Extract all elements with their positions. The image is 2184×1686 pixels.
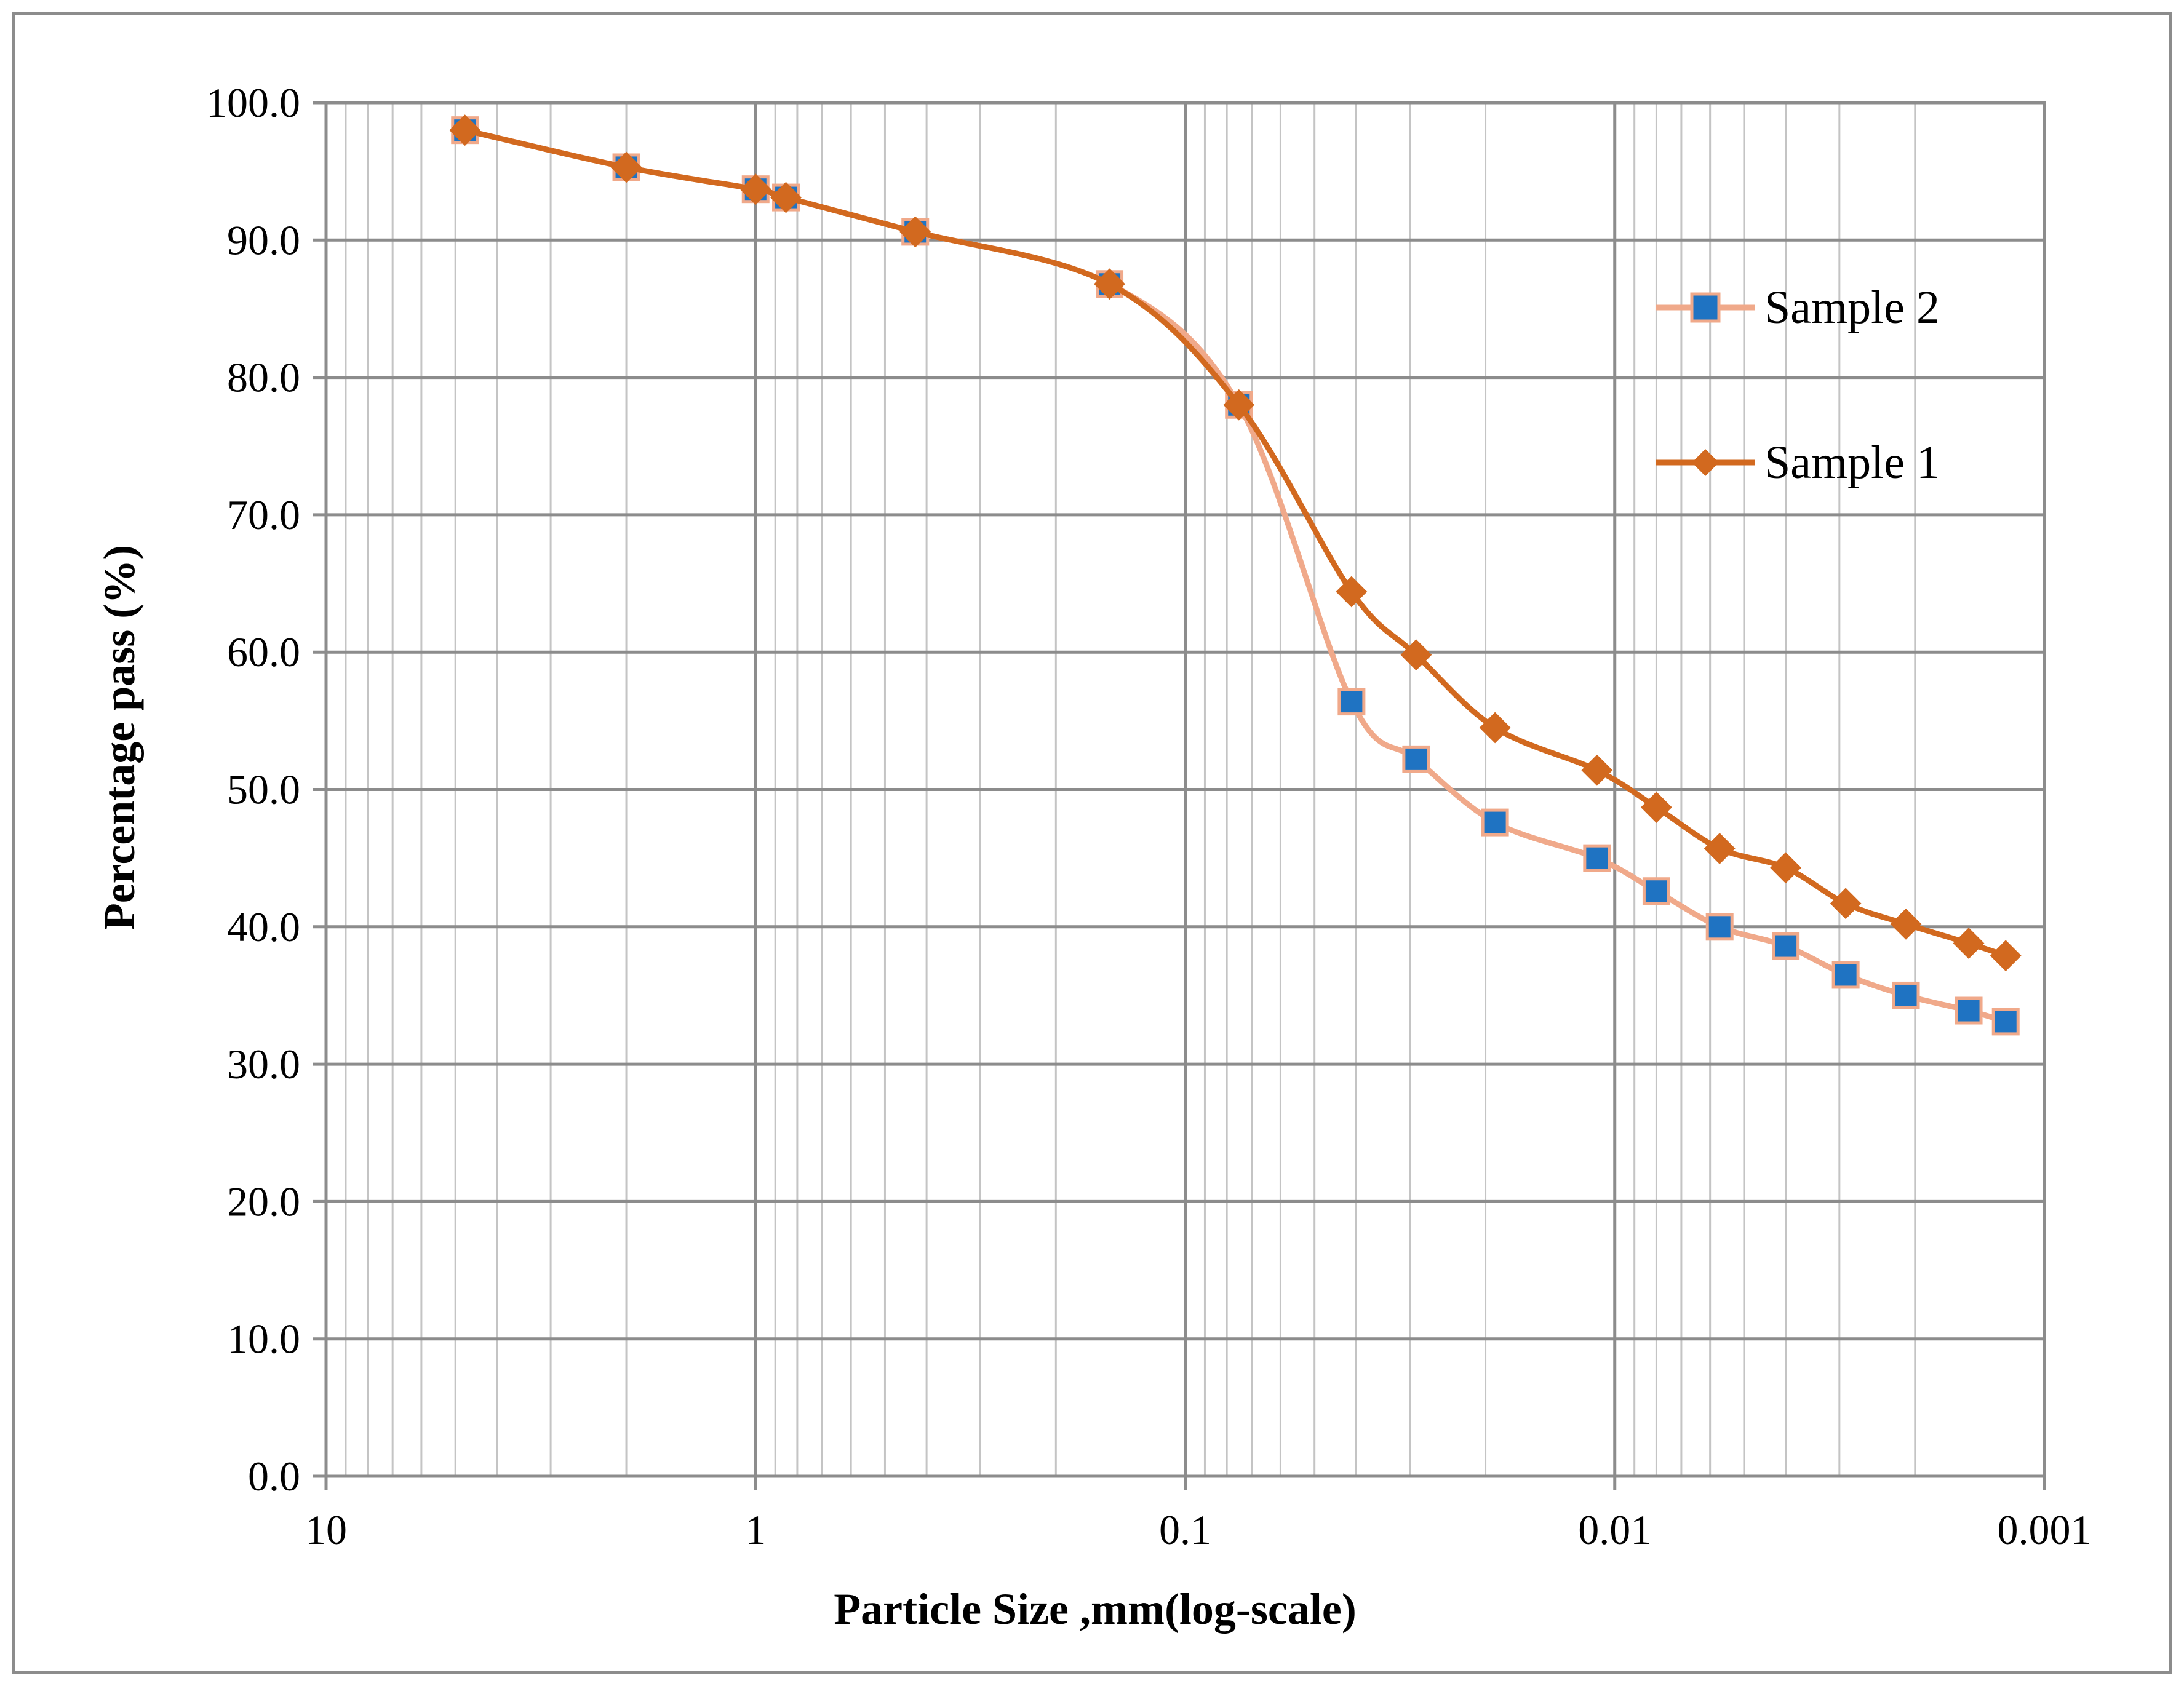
data-point bbox=[1770, 852, 1802, 884]
legend-label-sample-1: Sample 1 bbox=[1764, 437, 1940, 488]
legend: Sample 2 Sample 1 bbox=[1656, 282, 1940, 488]
chart-frame bbox=[12, 12, 2172, 1674]
y-tick-label: 100.0 bbox=[206, 79, 300, 126]
data-point bbox=[1583, 844, 1611, 872]
y-tick-label: 20.0 bbox=[227, 1178, 300, 1225]
data-point bbox=[1955, 996, 1983, 1025]
data-point bbox=[449, 114, 481, 146]
series-sample-2 bbox=[451, 116, 2020, 1036]
data-point bbox=[1641, 792, 1672, 823]
plot-area-border bbox=[324, 101, 2046, 1478]
legend-item-sample-1: Sample 1 bbox=[1656, 437, 1940, 488]
data-point bbox=[1400, 639, 1432, 671]
data-point bbox=[1991, 1008, 2020, 1036]
y-tick-label: 90.0 bbox=[227, 217, 300, 263]
data-point bbox=[1890, 908, 1922, 940]
y-axis-title: Percentage pass (%) bbox=[95, 545, 144, 931]
y-tick-label: 70.0 bbox=[227, 491, 300, 538]
x-axis-title: Particle Size ,mm(log-scale) bbox=[834, 1585, 1357, 1634]
y-tick-label: 30.0 bbox=[227, 1041, 300, 1088]
data-point bbox=[1336, 576, 1368, 608]
x-tick-label: 0.01 bbox=[1578, 1506, 1651, 1553]
data-point bbox=[1402, 745, 1430, 773]
data-point bbox=[1953, 928, 1985, 960]
data-point bbox=[739, 173, 771, 205]
data-point bbox=[1772, 932, 1800, 960]
y-tick-label: 10.0 bbox=[227, 1316, 300, 1362]
x-tick-label: 1 bbox=[745, 1506, 766, 1553]
data-point bbox=[1990, 940, 2022, 972]
data-point bbox=[1831, 961, 1860, 989]
y-tick-label: 50.0 bbox=[227, 766, 300, 813]
x-tick-label: 10 bbox=[305, 1506, 347, 1553]
y-tick-labels: 0.0 10.0 20.0 30.0 40.0 50.0 60.0 70.0 80.0 90.0 1… bbox=[206, 79, 300, 1500]
data-point bbox=[1581, 754, 1613, 786]
series-line bbox=[462, 127, 2009, 1025]
data-point bbox=[1337, 688, 1366, 716]
y-tick-label: 0.0 bbox=[248, 1453, 300, 1500]
data-point bbox=[1481, 808, 1509, 837]
x-tick-labels: 10 1 0.1 0.01 0.001 bbox=[305, 1506, 2092, 1553]
legend-label-sample-2: Sample 2 bbox=[1764, 282, 1940, 333]
data-point bbox=[1830, 888, 1862, 920]
y-tick-label: 60.0 bbox=[227, 629, 300, 675]
data-point bbox=[1704, 833, 1736, 864]
data-point bbox=[1642, 877, 1670, 905]
data-point bbox=[1892, 981, 1920, 1009]
data-point bbox=[770, 181, 802, 213]
legend-marker-sample-1 bbox=[1692, 449, 1719, 476]
grid bbox=[313, 101, 2046, 1490]
series-line bbox=[462, 127, 2009, 959]
legend-item-sample-2: Sample 2 bbox=[1656, 282, 1940, 333]
x-tick-label: 0.001 bbox=[1998, 1506, 2092, 1553]
series-sample-1 bbox=[449, 114, 2022, 972]
data-point bbox=[610, 151, 642, 183]
x-tick-label: 0.1 bbox=[1159, 1506, 1211, 1553]
data-point bbox=[1223, 389, 1255, 421]
y-tick-label: 40.0 bbox=[227, 904, 300, 950]
data-point bbox=[1479, 712, 1511, 744]
y-tick-label: 80.0 bbox=[227, 354, 300, 401]
legend-marker-sample-2 bbox=[1690, 292, 1721, 323]
data-point bbox=[1705, 913, 1734, 941]
series-layer bbox=[449, 114, 2022, 1036]
data-point bbox=[1094, 268, 1125, 300]
data-point bbox=[899, 216, 931, 248]
